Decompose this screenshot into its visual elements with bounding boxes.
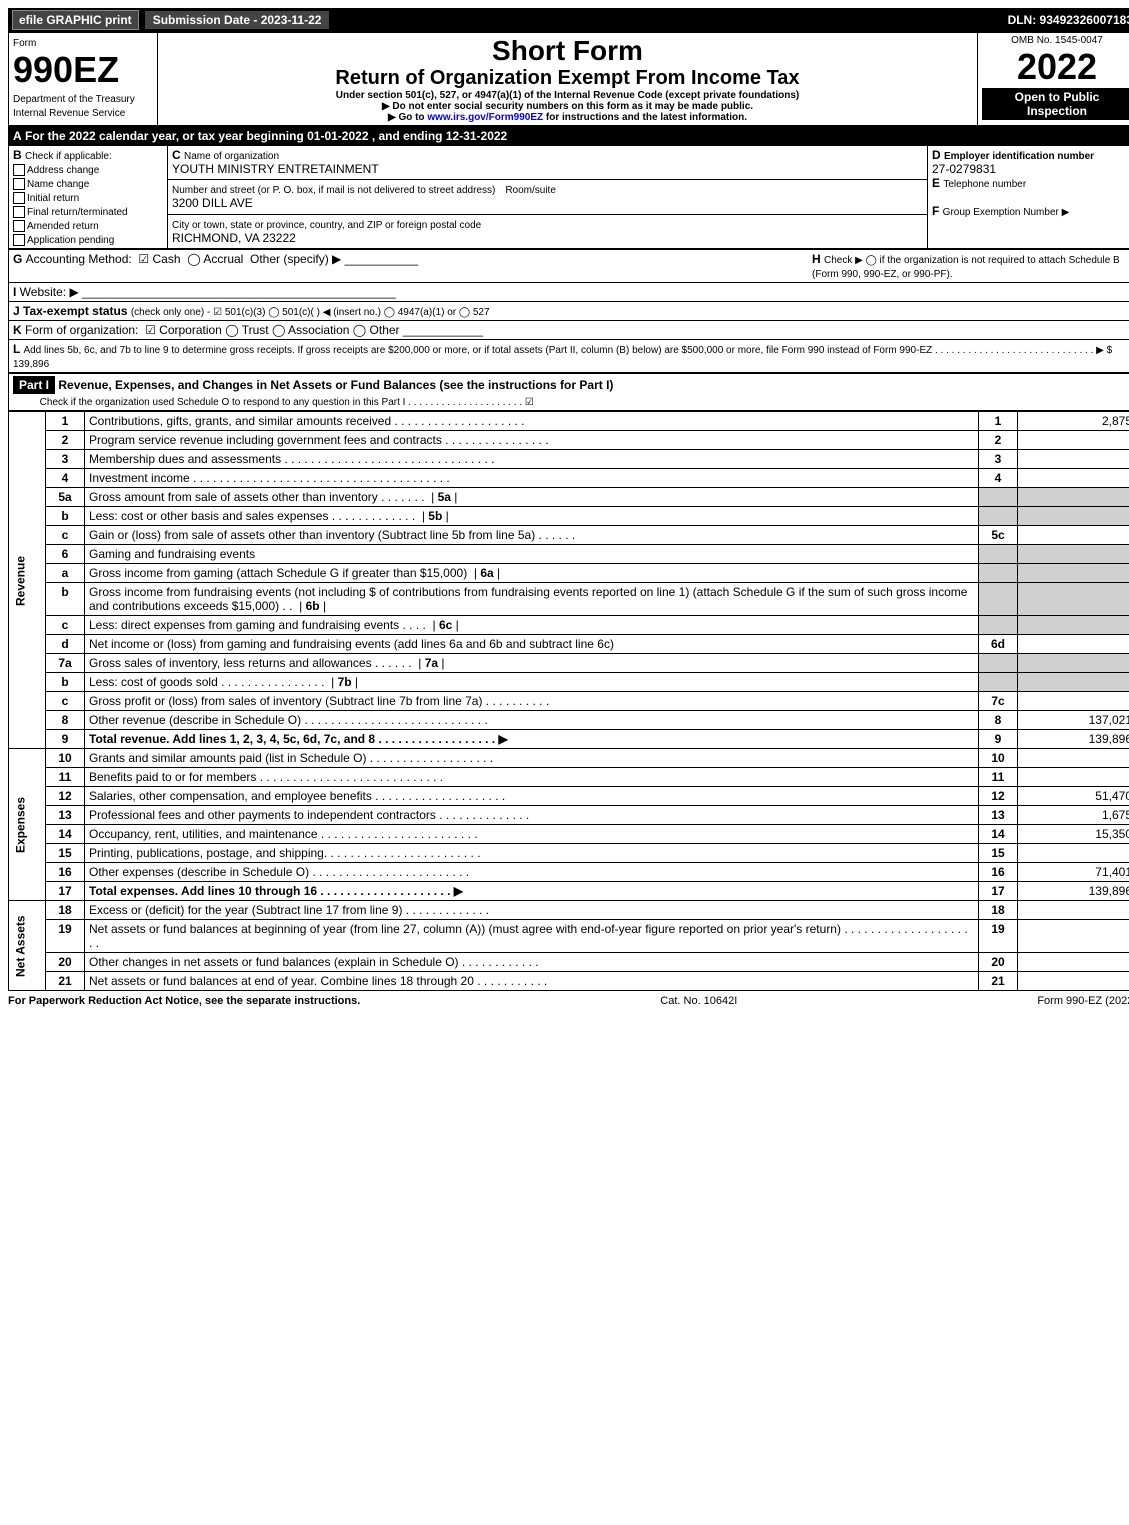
k-rest: ☑ Corporation ◯ Trust ◯ Association ◯ Ot… <box>145 323 399 337</box>
line-6a: Gross income from gaming (attach Schedul… <box>85 564 979 583</box>
j-label: Tax-exempt status <box>23 304 127 318</box>
amt-9: 139,896 <box>1018 730 1129 749</box>
chk-initial-return[interactable] <box>13 192 25 204</box>
f-label: Group Exemption Number ▶ <box>943 207 1070 218</box>
line-5a: Gross amount from sale of assets other t… <box>85 488 979 507</box>
line-7b: Less: cost of goods sold . . . . . . . .… <box>85 673 979 692</box>
line-20: Other changes in net assets or fund bala… <box>85 953 979 972</box>
line-14: Occupancy, rent, utilities, and maintena… <box>85 825 979 844</box>
street: 3200 DILL AVE <box>172 196 253 210</box>
entity-block: A For the 2022 calendar year, or tax yea… <box>8 126 1129 249</box>
line-8: Other revenue (describe in Schedule O) .… <box>85 711 979 730</box>
expenses-label: Expenses <box>9 749 46 901</box>
line-2: Program service revenue including govern… <box>85 431 979 450</box>
tax-year: 2022 <box>982 46 1129 88</box>
part1-label: Part I <box>13 376 55 394</box>
amt-17: 139,896 <box>1018 882 1129 901</box>
line-5b: Less: cost or other basis and sales expe… <box>85 507 979 526</box>
line-10: Grants and similar amounts paid (list in… <box>85 749 979 768</box>
irs: Internal Revenue Service <box>13 108 125 119</box>
org-name: YOUTH MINISTRY ENTRETAINMENT <box>172 162 379 176</box>
chk-app-pending[interactable] <box>13 234 25 246</box>
title-short-form: Short Form <box>162 35 973 67</box>
room-label: Room/suite <box>505 185 556 196</box>
amt-14: 15,350 <box>1018 825 1129 844</box>
line-a: A <box>13 129 25 143</box>
form-label: Form <box>13 38 36 49</box>
footer-left: For Paperwork Reduction Act Notice, see … <box>8 995 360 1007</box>
form-header: Form 990EZ Department of the Treasury In… <box>8 32 1129 126</box>
line-16: Other expenses (describe in Schedule O) … <box>85 863 979 882</box>
amt-12: 51,470 <box>1018 787 1129 806</box>
chk-name-change[interactable] <box>13 178 25 190</box>
under-section: Under section 501(c), 527, or 4947(a)(1)… <box>162 90 973 101</box>
line-15: Printing, publications, postage, and shi… <box>85 844 979 863</box>
dln: DLN: 93492326007183 <box>1008 13 1129 27</box>
part1-header: Part I Revenue, Expenses, and Changes in… <box>8 373 1129 411</box>
footer-mid: Cat. No. 10642I <box>660 995 737 1007</box>
line-13: Professional fees and other payments to … <box>85 806 979 825</box>
i-label: Website: ▶ <box>20 285 79 299</box>
line-7a: Gross sales of inventory, less returns a… <box>85 654 979 673</box>
goto-line: ▶ Go to www.irs.gov/Form990EZ for instru… <box>162 112 973 123</box>
line-3: Membership dues and assessments . . . . … <box>85 450 979 469</box>
efile-print-button[interactable]: efile GRAPHIC print <box>12 10 139 30</box>
line-6b: Gross income from fundraising events (no… <box>85 583 979 616</box>
line-6: Gaming and fundraising events <box>85 545 979 564</box>
open-to-public: Open to Public Inspection <box>982 88 1129 120</box>
form-number: 990EZ <box>13 49 119 90</box>
k-label: Form of organization: <box>25 323 138 337</box>
line-17: Total expenses. Add lines 10 through 16 … <box>85 882 979 901</box>
line-6c: Less: direct expenses from gaming and fu… <box>85 616 979 635</box>
ein: 27-0279831 <box>932 162 996 176</box>
amt-13: 1,675 <box>1018 806 1129 825</box>
line-7c: Gross profit or (loss) from sales of inv… <box>85 692 979 711</box>
amt-8: 137,021 <box>1018 711 1129 730</box>
chk-amended[interactable] <box>13 220 25 232</box>
chk-final-return[interactable] <box>13 206 25 218</box>
line-5c: Gain or (loss) from sale of assets other… <box>85 526 979 545</box>
c-name-label: Name of organization <box>184 151 279 162</box>
city-label: City or town, state or province, country… <box>172 220 481 231</box>
revenue-label: Revenue <box>9 412 46 749</box>
city-state-zip: RICHMOND, VA 23222 <box>172 231 296 245</box>
line-9: Total revenue. Add lines 1, 2, 3, 4, 5c,… <box>85 730 979 749</box>
g-label: Accounting Method: <box>26 252 132 266</box>
line-1: Contributions, gifts, grants, and simila… <box>85 412 979 431</box>
dept: Department of the Treasury <box>13 94 135 105</box>
submission-date: Submission Date - 2023-11-22 <box>145 11 330 29</box>
b-label: Check if applicable: <box>25 151 112 162</box>
h-text: Check ▶ ◯ if the organization is not req… <box>812 255 1120 280</box>
line-21: Net assets or fund balances at end of ye… <box>85 972 979 991</box>
title-return: Return of Organization Exempt From Incom… <box>162 67 973 90</box>
footer: For Paperwork Reduction Act Notice, see … <box>8 991 1129 1007</box>
part1-lines: Revenue 1Contributions, gifts, grants, a… <box>8 411 1129 991</box>
ssn-warning: ▶ Do not enter social security numbers o… <box>162 101 973 112</box>
line-12: Salaries, other compensation, and employ… <box>85 787 979 806</box>
d-label: Employer identification number <box>944 151 1094 162</box>
part1-title: Revenue, Expenses, and Changes in Net As… <box>58 378 613 392</box>
line-4: Investment income . . . . . . . . . . . … <box>85 469 979 488</box>
amt-1: 2,875 <box>1018 412 1129 431</box>
addr-label: Number and street (or P. O. box, if mail… <box>172 185 495 196</box>
j-rest: (check only one) - ☑ 501(c)(3) ◯ 501(c)(… <box>131 307 490 318</box>
amt-16: 71,401 <box>1018 863 1129 882</box>
omb: OMB No. 1545-0047 <box>982 35 1129 46</box>
line-18: Excess or (deficit) for the year (Subtra… <box>85 901 979 920</box>
top-bar: efile GRAPHIC print Submission Date - 20… <box>8 8 1129 32</box>
ghij-block: G Accounting Method: ☑ Cash ◯ Accrual Ot… <box>8 249 1129 373</box>
part1-check: Check if the organization used Schedule … <box>40 397 534 408</box>
line-11: Benefits paid to or for members . . . . … <box>85 768 979 787</box>
irs-link[interactable]: www.irs.gov/Form990EZ <box>427 112 543 123</box>
chk-address-change[interactable] <box>13 164 25 176</box>
e-label: Telephone number <box>943 179 1026 190</box>
l-text: Add lines 5b, 6c, and 7b to line 9 to de… <box>13 345 1112 370</box>
line-6d: Net income or (loss) from gaming and fun… <box>85 635 979 654</box>
line-19: Net assets or fund balances at beginning… <box>85 920 979 953</box>
net-assets-label: Net Assets <box>9 901 46 991</box>
footer-right: Form 990-EZ (2022) <box>1037 995 1129 1007</box>
